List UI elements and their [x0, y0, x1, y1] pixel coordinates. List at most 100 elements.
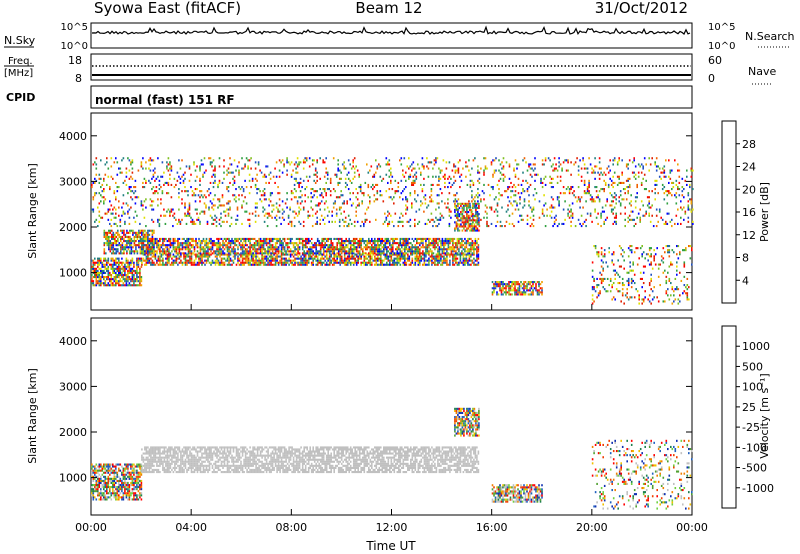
power-echo-cell — [338, 169, 341, 172]
power-echo-cell — [468, 257, 471, 260]
power-echo-cell — [346, 255, 349, 258]
power-echo-cell — [443, 261, 445, 264]
power-echo-cell — [162, 259, 164, 262]
power-echo-cell — [420, 183, 422, 186]
power-echo-cell — [169, 212, 171, 215]
power-echo-cell — [151, 229, 154, 232]
power-echo-cell — [148, 244, 151, 247]
power-echo-cell — [326, 206, 329, 209]
power-echo-cell — [238, 169, 240, 172]
power-echo-cell — [429, 161, 431, 164]
power-echo-cell — [343, 167, 345, 170]
power-echo-cell — [402, 263, 405, 266]
power-echo-cell — [206, 222, 209, 225]
power-echo-cell — [178, 246, 181, 249]
power-echo-cell — [92, 210, 95, 213]
power-echo-cell — [247, 167, 249, 170]
power-echo-cell — [115, 222, 117, 225]
power-echo-cell — [249, 261, 251, 264]
power-echo-cell — [271, 257, 274, 260]
power-echo-cell — [133, 284, 135, 287]
power-echo-cell — [91, 208, 93, 211]
power-echo-cell — [141, 248, 143, 251]
power-echo-cell — [414, 173, 416, 176]
power-echo-cell — [389, 248, 391, 251]
power-echo-cell — [427, 161, 430, 164]
power-echo-cell — [410, 261, 412, 264]
power-echo-cell — [377, 253, 379, 256]
power-echo-cell — [215, 216, 218, 219]
power-echo-cell — [190, 261, 193, 264]
power-echo-cell — [184, 246, 187, 249]
power-echo-cell — [457, 208, 460, 211]
power-echo-cell — [524, 293, 527, 296]
power-echo-cell — [179, 177, 182, 180]
power-echo-cell — [158, 188, 161, 191]
power-echo-cell — [178, 237, 181, 240]
power-echo-cell — [441, 248, 444, 251]
power-echo-cell — [108, 242, 110, 245]
power-echo-cell — [142, 186, 144, 189]
power-echo-cell — [130, 161, 132, 164]
power-echo-cell — [612, 253, 615, 256]
power-echo-cell — [279, 255, 281, 258]
power-echo-cell — [454, 202, 456, 205]
power-echo-cell — [332, 206, 335, 209]
power-echo-cell — [132, 231, 134, 234]
power-echo-cell — [173, 216, 176, 219]
power-echo-cell — [237, 261, 239, 264]
power-echo-cell — [346, 246, 349, 249]
power-echo-cell — [136, 276, 138, 279]
power-echo-cell — [160, 263, 163, 266]
power-echo-cell — [193, 263, 196, 266]
power-echo-cell — [435, 242, 438, 245]
power-echo-cell — [671, 263, 674, 266]
power-echo-cell — [307, 253, 310, 256]
power-echo-cell — [650, 277, 652, 280]
power-echo-cell — [316, 161, 318, 164]
power-echo-cell — [477, 165, 479, 168]
power-echo-cell — [330, 244, 332, 247]
power-echo-cell — [150, 250, 152, 253]
power-echo-cell — [338, 181, 341, 184]
power-echo-cell — [386, 257, 388, 260]
power-echo-cell — [423, 259, 426, 262]
power-echo-cell — [244, 253, 247, 256]
power-echo-cell — [470, 227, 473, 230]
power-echo-cell — [439, 169, 442, 172]
power-echo-cell — [106, 212, 108, 215]
power-echo-cell — [116, 265, 119, 268]
power-echo-cell — [256, 202, 258, 205]
power-echo-cell — [474, 157, 476, 160]
power-echo-cell — [275, 225, 278, 228]
power-echo-cell — [158, 218, 161, 221]
power-echo-cell — [456, 253, 459, 256]
power-echo-cell — [319, 250, 322, 253]
power-echo-cell — [103, 202, 105, 205]
power-echo-cell — [184, 240, 187, 243]
power-echo-cell — [122, 194, 125, 197]
power-echo-cell — [423, 263, 426, 266]
power-echo-cell — [256, 192, 258, 195]
power-echo-cell — [165, 246, 167, 249]
power-echo-cell — [447, 263, 450, 266]
power-echo-cell — [636, 263, 639, 266]
power-echo-cell — [363, 222, 365, 225]
power-echo-cell — [134, 284, 137, 287]
power-echo-cell — [327, 263, 329, 266]
power-echo-cell — [172, 208, 174, 211]
power-echo-cell — [316, 259, 319, 262]
power-echo-cell — [296, 165, 299, 168]
power-echo-cell — [202, 240, 205, 243]
power-echo-cell — [390, 179, 392, 182]
power-echo-cell — [141, 240, 143, 243]
power-echo-cell — [169, 210, 171, 213]
power-echo-cell — [97, 259, 99, 262]
power-echo-cell — [177, 252, 179, 255]
power-echo-cell — [172, 242, 175, 245]
power-echo-cell — [529, 283, 531, 286]
power-echo-cell — [159, 250, 161, 253]
power-echo-cell — [265, 237, 268, 240]
power-echo-cell — [408, 246, 411, 249]
power-echo-cell — [605, 261, 607, 264]
